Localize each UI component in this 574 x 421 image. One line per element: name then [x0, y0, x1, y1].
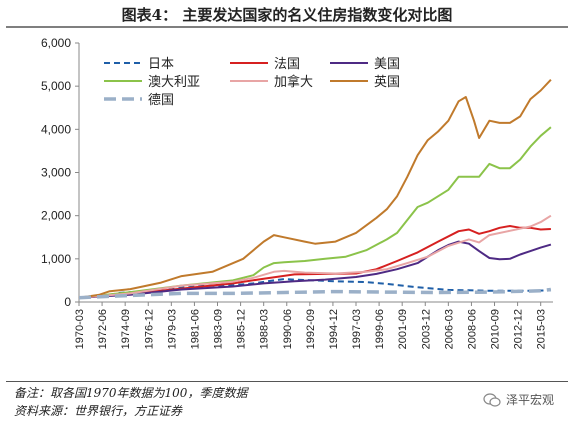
y-tick-label: 6,000 [41, 36, 71, 50]
series-line-法国 [78, 225, 551, 299]
x-tick-label: 1999-06 [374, 309, 386, 349]
x-tick-label: 2015-03 [536, 309, 548, 349]
legend-label: 法国 [274, 57, 300, 72]
x-tick-label: 1992-09 [305, 309, 317, 349]
x-tick-label: 1997-03 [351, 309, 363, 349]
x-tick-label: 2001-09 [397, 309, 409, 349]
legend-label: 加拿大 [274, 74, 313, 90]
x-tick-label: 1985-12 [236, 309, 248, 349]
x-tick-label: 1994-12 [328, 309, 340, 349]
series-line-澳大利亚 [78, 126, 552, 299]
x-tick-label: 2010-09 [490, 309, 502, 349]
series-line-英国 [78, 79, 552, 299]
footer-rule [6, 381, 568, 382]
x-tick-label: 2012-12 [513, 309, 525, 349]
legend-label: 日本 [148, 57, 174, 72]
watermark: 泽平宏观 [483, 391, 554, 408]
legend-label: 英国 [374, 75, 400, 90]
watermark-text: 泽平宏观 [505, 393, 554, 407]
series-line-加拿大 [78, 214, 552, 299]
x-tick-label: 2008-06 [466, 309, 478, 349]
x-tick-label: 1972-06 [97, 309, 109, 349]
series-line-德国 [78, 287, 552, 300]
x-tick-label: 1974-09 [120, 309, 132, 349]
x-tick-label: 1979-03 [166, 309, 178, 349]
legend-label: 美国 [374, 57, 400, 72]
line-chart: 0 1,000 2,000 3,000 4,000 5,000 6,000 1970-03 19… [41, 36, 553, 349]
x-tick-label: 1976-12 [143, 309, 155, 349]
title-rule [6, 26, 568, 28]
y-tick-label: 2,000 [41, 209, 71, 223]
y-tick-label: 0 [64, 295, 71, 309]
y-tick-label: 4,000 [41, 122, 71, 136]
y-tick-label: 1,000 [41, 252, 71, 266]
x-tick-label: 2006-03 [443, 309, 455, 349]
x-tick-label: 2003-12 [420, 309, 432, 349]
chart-title: 图表4： 主要发达国家的名义住房指数变化对比图 [121, 6, 453, 24]
x-tick-label: 1983-09 [213, 309, 225, 349]
series-line-日本 [78, 278, 551, 299]
x-tick-label: 1970-03 [74, 309, 86, 349]
legend-label: 澳大利亚 [148, 74, 200, 90]
x-tick-label: 1988-03 [259, 309, 271, 349]
note-line: 备注：取各国1970年数据为100，季度数据 [14, 386, 248, 400]
x-tick-label: 1990-06 [282, 309, 294, 349]
y-tick-label: 5,000 [41, 79, 71, 93]
wechat-icon [483, 392, 501, 407]
legend-label: 德国 [148, 93, 174, 108]
x-tick-label: 1981-06 [189, 309, 201, 349]
y-tick-label: 3,000 [41, 166, 71, 180]
source-line: 资料来源：世界银行，方正证券 [14, 404, 183, 418]
